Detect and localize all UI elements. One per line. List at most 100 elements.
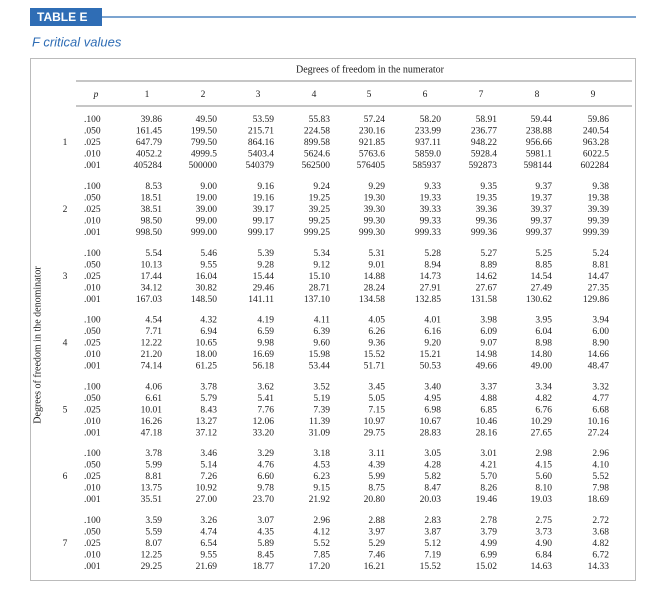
critical-value: 5.05 [368,394,385,404]
critical-value: 3.94 [592,316,609,326]
critical-value: 6.16 [424,327,441,337]
p-value: .025 [84,339,101,349]
critical-value: 3.05 [424,449,441,459]
critical-value: 7.46 [368,550,385,560]
critical-value: 99.00 [196,216,218,226]
critical-value: 21.69 [196,562,218,572]
critical-value: 576405 [357,161,386,171]
critical-value: 27.67 [476,283,498,293]
critical-value: 27.65 [531,428,553,438]
critical-value: 31.09 [309,428,331,438]
critical-value: 28.71 [309,283,331,293]
critical-value: 99.39 [588,216,610,226]
critical-value: 9.15 [313,484,330,494]
critical-value: 15.21 [420,350,442,360]
critical-value: 9.20 [424,339,441,349]
critical-value: 4.54 [145,316,162,326]
critical-value: 233.99 [415,127,441,137]
critical-value: 562500 [302,161,331,171]
critical-value: 6.54 [200,539,217,549]
critical-value: 10.97 [364,417,386,427]
critical-value: 51.71 [364,362,386,372]
critical-value: 15.10 [309,272,331,282]
critical-value: 6.60 [257,472,274,482]
critical-value: 6022.5 [583,150,609,160]
critical-value: 4.32 [200,316,217,326]
critical-value: 9.01 [368,260,385,270]
critical-value: 9.55 [200,550,217,560]
p-value: .050 [84,193,101,203]
critical-value: 99.37 [531,216,553,226]
critical-value: 7.71 [145,327,162,337]
critical-value: 8.75 [368,484,385,494]
critical-value: 5981.1 [526,150,552,160]
p-value: .025 [84,138,101,148]
critical-value: 4.82 [535,394,552,404]
critical-value: 3.59 [145,516,162,526]
critical-value: 2.78 [480,516,497,526]
critical-value: 3.46 [200,449,217,459]
p-value: .010 [84,150,101,160]
critical-value: 9.16 [257,182,274,192]
critical-value: 99.30 [364,216,386,226]
critical-value: 4052.2 [136,150,162,160]
critical-value: 4.28 [424,461,441,471]
critical-value: 4.82 [592,539,609,549]
critical-value: 10.16 [588,417,610,427]
critical-value: 948.22 [471,138,497,148]
critical-value: 230.16 [359,127,385,137]
p-value: .050 [84,127,101,137]
critical-value: 9.28 [257,260,274,270]
critical-value: 141.11 [248,295,274,305]
critical-value: 17.20 [309,562,331,572]
p-value: .100 [84,382,101,392]
critical-value: 6.68 [592,405,609,415]
critical-value: 8.26 [480,484,497,494]
critical-value: 540379 [246,161,275,171]
critical-value: 19.38 [588,193,610,203]
critical-value: 4.35 [257,527,274,537]
critical-value: 48.47 [588,362,610,372]
critical-value: 5.34 [313,249,330,259]
critical-value: 39.30 [364,205,386,215]
p-value: .100 [84,516,101,526]
critical-value: 13.27 [196,417,218,427]
column-header: 4 [312,90,317,100]
critical-value: 6.26 [368,327,385,337]
critical-value: 18.00 [196,350,218,360]
critical-value: 5.70 [480,472,497,482]
critical-value: 3.97 [368,527,385,537]
p-value: .050 [84,327,101,337]
p-value: .001 [84,295,101,305]
denominator-df: 4 [63,339,68,349]
critical-value: 999.25 [304,228,330,238]
critical-value: 2.72 [592,516,609,526]
critical-value: 19.30 [364,193,386,203]
critical-value: 199.50 [191,127,217,137]
critical-value: 33.20 [253,428,275,438]
critical-value: 999.30 [359,228,385,238]
critical-value: 6.09 [480,327,497,337]
critical-value: 19.03 [531,495,553,505]
critical-value: 15.02 [476,562,498,572]
critical-value: 14.54 [531,272,553,282]
critical-value: 14.66 [588,350,610,360]
p-value: .025 [84,272,101,282]
critical-value: 5.79 [200,394,217,404]
critical-value: 21.20 [141,350,163,360]
critical-value: 18.77 [253,562,275,572]
critical-value: 49.50 [196,115,218,125]
critical-value: 39.36 [476,205,498,215]
critical-value: 18.69 [588,495,610,505]
critical-value: 4.05 [368,316,385,326]
critical-value: 3.78 [200,382,217,392]
critical-value: 21.92 [309,495,331,505]
critical-value: 47.18 [141,428,163,438]
critical-value: 39.33 [420,205,442,215]
critical-value: 61.25 [196,362,218,372]
critical-value: 39.39 [588,205,610,215]
column-header: 9 [591,90,596,100]
critical-value: 17.44 [141,272,163,282]
critical-value: 799.50 [191,138,217,148]
critical-value: 956.66 [526,138,552,148]
